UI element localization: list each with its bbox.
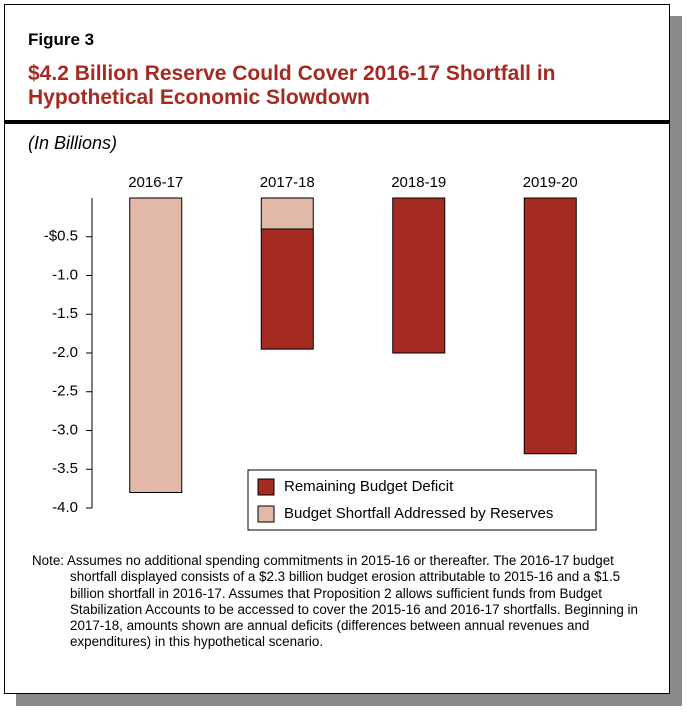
subtitle: (In Billions) bbox=[28, 133, 118, 153]
bar-segment bbox=[523, 197, 577, 455]
chart-title: $4.2 Billion Reserve Could Cover 2016-17… bbox=[28, 62, 556, 109]
legend-box bbox=[247, 469, 597, 531]
y-tick-label: -2.0 bbox=[52, 344, 78, 361]
x-tick-label: 2017-18 bbox=[260, 174, 315, 191]
bar-segment bbox=[129, 197, 183, 493]
y-tick-label: -3.0 bbox=[52, 421, 78, 438]
bar-segment bbox=[260, 197, 314, 230]
rule bbox=[4, 120, 670, 124]
bar-segment bbox=[260, 228, 314, 350]
legend-swatch bbox=[257, 505, 275, 523]
y-tick-label: -2.5 bbox=[52, 383, 78, 400]
legend-label: Budget Shortfall Addressed by Reserves bbox=[284, 505, 553, 522]
x-tick-label: 2018-19 bbox=[391, 174, 446, 191]
y-tick-label: -1.5 bbox=[52, 305, 78, 322]
x-tick-label: 2016-17 bbox=[128, 174, 183, 191]
y-tick-label: -4.0 bbox=[52, 499, 78, 516]
legend-swatch bbox=[257, 478, 275, 496]
y-tick-label: -1.0 bbox=[52, 266, 78, 283]
note: Note: Assumes no additional spending com… bbox=[32, 553, 638, 650]
legend-label: Remaining Budget Deficit bbox=[284, 478, 454, 495]
y-tick-label: -3.5 bbox=[52, 460, 78, 477]
y-tick-label: -$0.5 bbox=[44, 228, 78, 245]
x-tick-label: 2019-20 bbox=[523, 174, 578, 191]
figure-label: Figure 3 bbox=[28, 30, 95, 49]
bar-segment bbox=[392, 197, 446, 354]
